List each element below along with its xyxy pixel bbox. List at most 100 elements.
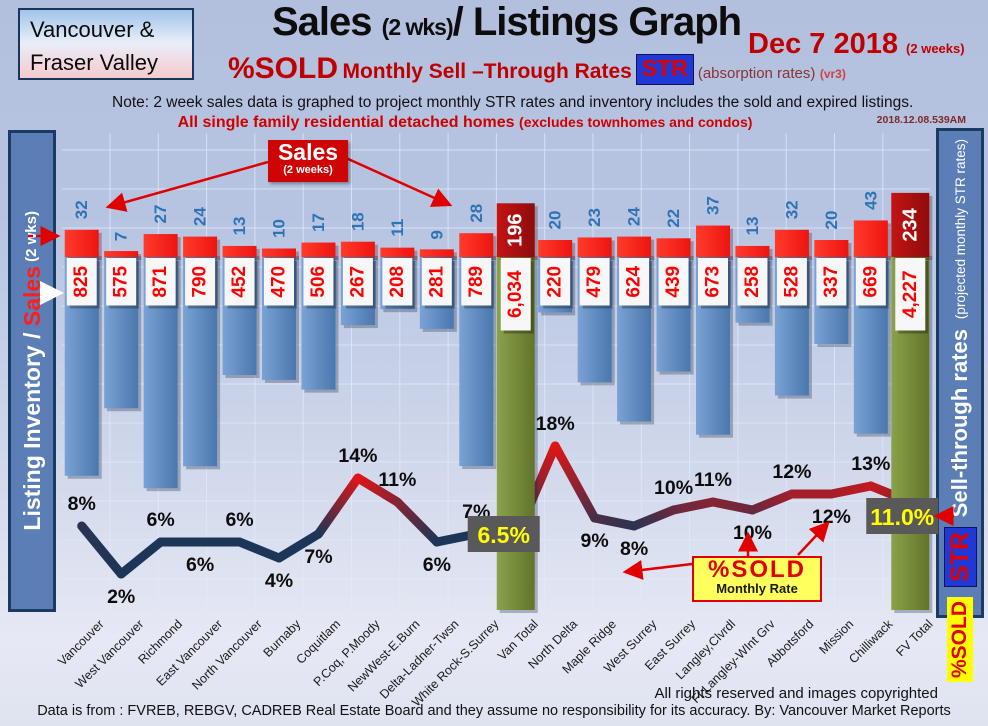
- region-logo: Vancouver & Fraser Valley: [18, 8, 194, 80]
- inventory-bar-shadow: [894, 256, 933, 613]
- str-line-segment: [235, 537, 284, 563]
- inventory-label-shadow: [898, 261, 929, 334]
- percent-sold-chip: %SOLD: [947, 597, 973, 683]
- title-main: Sales: [272, 0, 373, 44]
- sales-bar: [696, 225, 730, 257]
- right-axis-title: (projected monthly STR rates) Sell-throu…: [936, 128, 984, 683]
- date-sub: (2 weeks): [906, 41, 965, 56]
- str-label: 11%: [694, 469, 732, 491]
- str-label: 7%: [304, 546, 332, 568]
- str-label: 14%: [338, 445, 377, 467]
- sales-bar-shadow: [856, 223, 891, 260]
- sales-bar: [577, 237, 612, 257]
- inventory-label-box: [776, 258, 807, 306]
- inventory-label-shadow: [267, 261, 297, 309]
- inventory-label-box: [421, 258, 452, 306]
- inventory-bar-shadow: [67, 256, 102, 479]
- total-rate-label: 11.0%: [870, 504, 934, 530]
- str-label: 6%: [225, 509, 253, 531]
- inventory-label-box: [737, 258, 768, 306]
- sales-bar-shadow: [107, 254, 142, 260]
- inventory-count: 871: [150, 265, 171, 297]
- sales-bar: [774, 229, 809, 257]
- sales-bar: [419, 249, 454, 257]
- inventory-label-box: [540, 258, 571, 306]
- inventory-count: 220: [545, 266, 566, 298]
- inventory-label-box: [224, 258, 255, 306]
- inventory-bar: [617, 253, 652, 422]
- inventory-label-shadow: [385, 261, 416, 309]
- sales-count: 22: [664, 209, 683, 228]
- grid: [62, 133, 930, 610]
- inventory-count: 267: [347, 266, 368, 298]
- inventory-bar-shadow: [580, 256, 615, 386]
- copyright-note: All rights reserved and images copyright…: [654, 685, 938, 702]
- str-label: 10%: [733, 522, 772, 544]
- inventory-count: 790: [190, 266, 211, 298]
- str-line: [77, 441, 915, 579]
- sales-count: 43: [861, 191, 880, 210]
- axis-label: West Vancouver: [72, 617, 147, 691]
- str-phrase: Monthly Sell –Through Rates: [342, 60, 632, 83]
- sales-count: 7: [112, 232, 131, 241]
- left-axis-title: Listing Inventory / Sales (2 wks): [8, 130, 56, 612]
- inventory-bar: [222, 253, 257, 376]
- logo-line1: Vancouver &: [30, 17, 155, 42]
- sales-callout-title: Sales: [277, 139, 339, 165]
- sales-count: 27: [151, 205, 170, 224]
- inventory-bar: [301, 253, 336, 390]
- str-line-segment: [866, 481, 915, 507]
- inventory-count: 281: [426, 265, 447, 297]
- inventory-label-shadow: [661, 261, 692, 309]
- inventory-label-box: [461, 258, 492, 306]
- sales-count: 32: [72, 200, 91, 219]
- sales-count: 20: [822, 211, 841, 230]
- sales-bar: [814, 240, 849, 257]
- inventory-label-shadow: [740, 261, 771, 309]
- inventory-bar: [380, 253, 415, 310]
- str-label: 7%: [462, 501, 490, 523]
- sales-bar-shadow: [499, 206, 538, 260]
- left-axis-sales: Sales: [18, 266, 45, 327]
- inventory-bar: [143, 253, 178, 489]
- sales-bar: [301, 242, 336, 257]
- inventory-label-shadow: [69, 261, 100, 309]
- sales-bar: [617, 236, 652, 257]
- str-line-segment: [826, 481, 876, 499]
- inventory-bar-shadow: [343, 256, 378, 329]
- str-label: 2%: [107, 586, 135, 608]
- inventory-label-shadow: [543, 261, 574, 309]
- sales-bar: [183, 236, 218, 257]
- data-source-note: Data is from : FVREB, REBGV, CADREB Real…: [37, 703, 951, 719]
- sales-count: 37: [704, 196, 723, 215]
- inventory-label-box: [500, 258, 531, 331]
- title-rest: / Listings Graph: [452, 0, 742, 44]
- scope-note: All single family residential detached h…: [0, 114, 930, 132]
- str-label: 10%: [654, 477, 693, 499]
- inventory-label-box: [579, 258, 610, 306]
- inventory-label-shadow: [582, 261, 613, 309]
- str-badge: STR: [635, 54, 694, 85]
- inventory-count: 6,034: [505, 270, 526, 318]
- sales-bar-shadow: [343, 244, 378, 260]
- inventory-bar: [459, 253, 494, 467]
- str-label: 8%: [620, 538, 648, 560]
- inventory-bar-shadow: [265, 256, 299, 383]
- sales-bar: [380, 247, 415, 257]
- inventory-bar: [183, 253, 218, 467]
- inventory-bar-shadow: [383, 256, 418, 313]
- str-chip: STR: [943, 527, 977, 588]
- str-line-segment: [511, 441, 560, 543]
- sales-count: 17: [309, 213, 328, 232]
- inventory-label-box: [66, 258, 97, 306]
- sales-bar: [656, 238, 691, 257]
- inventory-label-shadow: [188, 261, 219, 309]
- inventory-label-shadow: [779, 261, 810, 309]
- inventory-count: 506: [308, 266, 329, 298]
- inventory-count: 673: [703, 266, 724, 298]
- leader-arrow: [622, 559, 693, 580]
- str-line-segment: [432, 529, 481, 547]
- sales-bar: [459, 233, 494, 257]
- sales-bar-shadow: [541, 243, 576, 260]
- str-line-segment: [590, 513, 639, 531]
